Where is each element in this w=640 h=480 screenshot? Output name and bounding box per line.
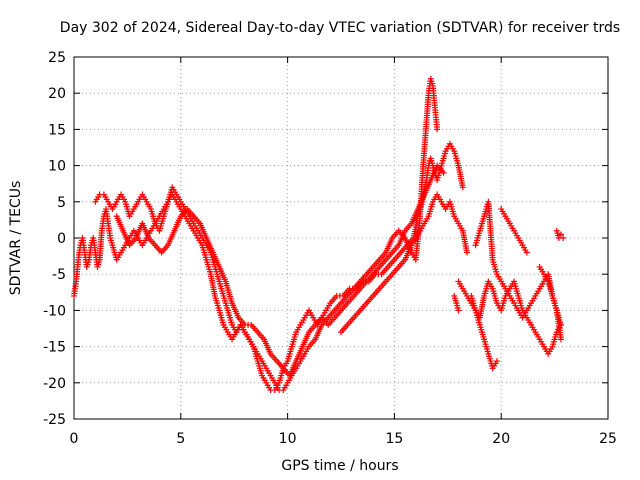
y-tick-label: 15 (48, 122, 66, 138)
y-tick-label: 0 (57, 231, 66, 247)
y-tick-label: -20 (43, 376, 66, 392)
y-tick-label: -15 (43, 340, 66, 356)
y-tick-label: -5 (52, 267, 66, 283)
x-tick-label: 0 (70, 431, 79, 447)
y-axis-label: SDTVAR / TECUs (8, 181, 24, 296)
x-tick-label: 5 (176, 431, 185, 447)
tick-labels: 0 5 10 15 20 25 -25 -20 -15 -10 -5 0 5 10 15 20 25 (43, 50, 617, 447)
data-points (71, 75, 567, 394)
data-point (455, 307, 462, 314)
data-point (493, 358, 500, 365)
y-tick-label: -25 (43, 412, 66, 428)
data-point (558, 231, 565, 238)
chart-title: Day 302 of 2024, Sidereal Day-to-day VTE… (60, 20, 620, 36)
data-point (434, 126, 441, 133)
y-tick-label: 20 (48, 86, 66, 102)
data-point (464, 249, 471, 256)
data-point (558, 321, 565, 328)
x-tick-label: 25 (599, 431, 617, 447)
y-tick-label: 25 (48, 50, 66, 66)
x-tick-label: 15 (385, 431, 403, 447)
y-tick-label: -10 (43, 303, 66, 319)
x-tick-label: 10 (279, 431, 297, 447)
data-point (440, 169, 447, 176)
y-tick-label: 5 (57, 195, 66, 211)
x-tick-label: 20 (492, 431, 510, 447)
grid (74, 57, 608, 419)
data-point (459, 184, 466, 191)
data-point (558, 336, 565, 343)
data-point (523, 249, 530, 256)
y-tick-label: 10 (48, 159, 66, 175)
axis-ticks (73, 56, 609, 420)
x-axis-label: GPS time / hours (281, 458, 398, 474)
data-point (560, 235, 567, 241)
